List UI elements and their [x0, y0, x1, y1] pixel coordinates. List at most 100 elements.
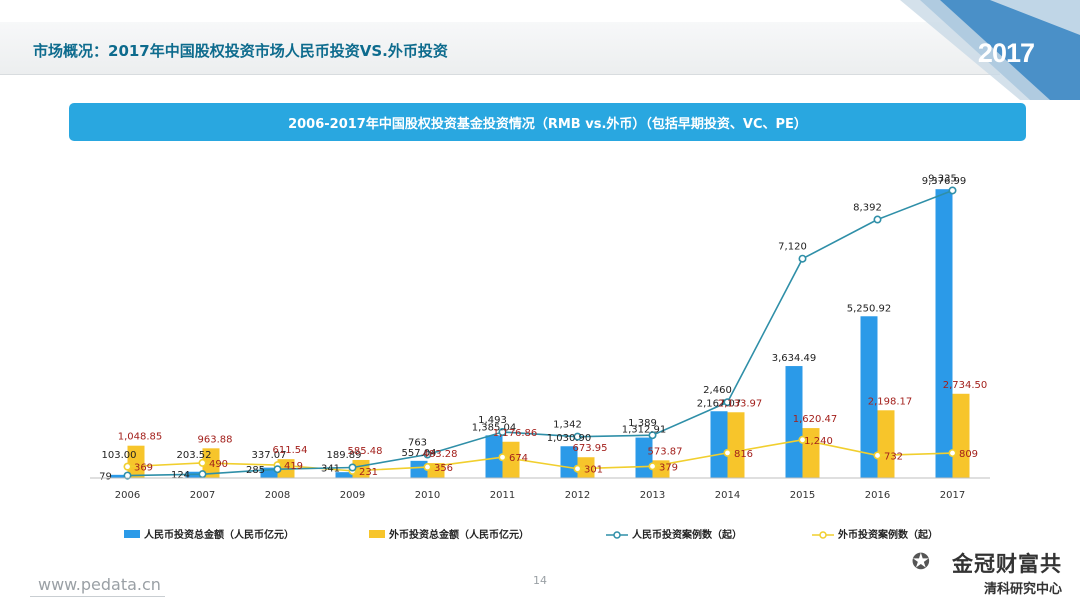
label-fx-amount: 611.54 — [273, 445, 308, 456]
legend-label: 外币投资总金额（人民币亿元） — [388, 528, 529, 541]
label-fx-amount: 1,620.47 — [793, 414, 838, 425]
x-tick-label: 2007 — [190, 490, 215, 501]
label-fx-count: 231 — [359, 467, 378, 478]
bar-rmb-amount — [410, 460, 428, 478]
x-tick-label: 2011 — [490, 490, 515, 501]
bar-rmb-amount — [110, 474, 128, 478]
label-rmb-amount: 337.07 — [252, 450, 287, 461]
label-rmb-count: 7,120 — [778, 242, 807, 253]
legend-label: 外币投资案例数（起） — [837, 528, 938, 541]
point-fx-count — [798, 435, 807, 444]
label-rmb-count: 79 — [99, 472, 112, 483]
label-rmb-count: 2,460 — [703, 385, 732, 396]
point-fx-count — [198, 458, 207, 467]
label-rmb-amount: 189.89 — [327, 450, 362, 461]
label-fx-count: 379 — [659, 462, 678, 473]
chart-title: 2006-2017年中国股权投资基金投资情况（RMB vs.外币）（包括早期投资… — [69, 103, 1026, 141]
footer-url[interactable]: www.pedata.cn — [38, 575, 161, 594]
legend-label: 人民币投资总金额（人民币亿元） — [144, 528, 294, 541]
point-fx-count — [573, 464, 582, 473]
page-title: 市场概况：2017年中国股权投资市场人民币投资VS.外币投资 — [33, 42, 448, 60]
label-rmb-count: 341 — [321, 463, 340, 474]
label-fx-amount: 1,048.85 — [118, 432, 163, 443]
label-rmb-amount: 1,385.04 — [472, 422, 517, 433]
page-number: 14 — [533, 574, 547, 587]
bar-rmb-amount — [560, 446, 578, 478]
legend-swatch-bar — [369, 530, 385, 538]
x-tick-label: 2008 — [265, 490, 290, 501]
point-rmb-count — [348, 463, 357, 472]
bar-rmb-amount — [335, 472, 353, 478]
label-fx-count: 1,240 — [804, 436, 833, 447]
label-fx-count: 356 — [434, 463, 453, 474]
x-tick-label: 2012 — [565, 490, 590, 501]
bar-fx-amount — [502, 441, 520, 478]
point-rmb-count — [198, 470, 207, 479]
footer-divider — [30, 596, 165, 597]
x-tick-label: 2015 — [790, 490, 815, 501]
bar-fx-amount — [952, 393, 970, 478]
corner-decoration — [900, 0, 1080, 100]
bar-rmb-amount — [260, 467, 278, 478]
legend-label: 人民币投资案例数（起） — [632, 528, 742, 541]
label-rmb-count: 285 — [246, 465, 265, 476]
point-fx-count — [498, 453, 507, 462]
bar-fx-amount — [877, 410, 895, 478]
line-rmb-count — [127, 189, 953, 477]
watermark: 金冠财富共 清科研究中心 — [952, 548, 1062, 597]
x-tick-label: 2014 — [715, 490, 740, 501]
label-fx-amount: 2,133.97 — [718, 398, 763, 409]
label-rmb-amount: 5,250.92 — [847, 303, 892, 314]
bar-rmb-amount — [710, 411, 728, 478]
point-fx-count — [948, 449, 957, 458]
legend-swatch-marker — [819, 531, 827, 539]
point-rmb-count — [273, 465, 282, 474]
point-rmb-count — [873, 215, 882, 224]
label-fx-count: 816 — [734, 449, 753, 460]
x-tick-label: 2016 — [865, 490, 890, 501]
label-fx-count: 369 — [134, 463, 153, 474]
label-rmb-count: 8,392 — [853, 203, 882, 214]
bar-rmb-amount — [935, 189, 953, 478]
label-rmb-amount: 203.52 — [177, 450, 212, 461]
point-fx-count — [723, 448, 732, 457]
point-fx-count — [423, 463, 432, 472]
label-rmb-amount: 103.00 — [102, 450, 137, 461]
label-fx-amount: 963.88 — [198, 434, 233, 445]
label-fx-amount: 483.28 — [423, 449, 458, 460]
point-rmb-count — [573, 432, 582, 441]
label-rmb-count: 763 — [408, 437, 427, 448]
header-band — [0, 22, 1000, 75]
point-rmb-count — [948, 186, 957, 195]
point-rmb-count — [798, 254, 807, 263]
legend-swatch-marker — [613, 531, 621, 539]
label-fx-amount: 585.48 — [348, 446, 383, 457]
legend-swatch-bar — [124, 530, 140, 538]
x-tick-label: 2009 — [340, 490, 365, 501]
bar-fx-amount — [577, 457, 595, 478]
x-tick-label: 2017 — [940, 490, 965, 501]
label-fx-count: 419 — [284, 461, 303, 472]
line-fx-count — [127, 438, 953, 472]
label-rmb-count: 1,389 — [628, 418, 657, 429]
bar-rmb-amount — [485, 435, 503, 478]
label-fx-amount: 2,198.17 — [868, 396, 913, 407]
wechat-icon: ✪ — [911, 550, 930, 575]
year-badge: 2017 — [977, 38, 1035, 68]
label-fx-amount: 1,176.86 — [493, 428, 538, 439]
point-rmb-count — [498, 428, 507, 437]
x-tick-label: 2010 — [415, 490, 440, 501]
point-fx-count — [123, 462, 132, 471]
point-rmb-count — [648, 431, 657, 440]
label-rmb-amount: 1,030.90 — [547, 433, 592, 444]
point-rmb-count — [723, 398, 732, 407]
label-fx-count: 674 — [509, 453, 528, 464]
bar-fx-amount — [352, 459, 370, 478]
label-fx-count: 809 — [959, 449, 978, 460]
bar-rmb-amount — [860, 316, 878, 478]
label-fx-count: 732 — [884, 451, 903, 462]
point-rmb-count — [123, 471, 132, 480]
watermark-name: 金冠财富共 — [952, 552, 1062, 576]
bar-fx-amount — [727, 412, 745, 478]
